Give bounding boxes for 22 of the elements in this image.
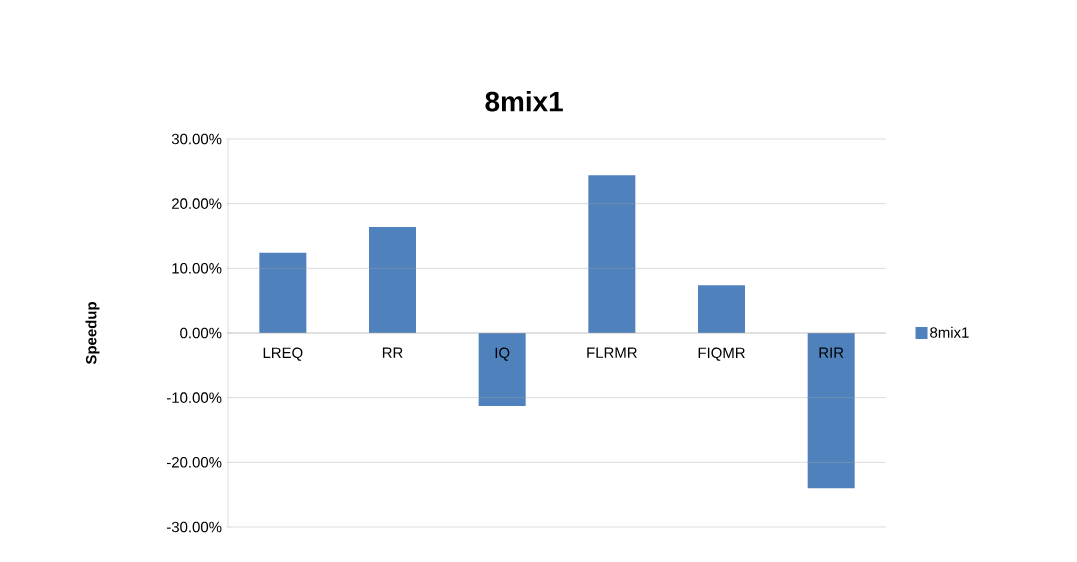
x-tick-label: RR [382,347,403,358]
chart-title: 8mix1 [485,91,563,112]
y-tick-label: -20.00% [166,457,222,468]
x-tick-label: IQ [495,347,510,361]
legend-label: 8mix1 [930,326,969,338]
x-tick-label: LREQ [263,347,303,361]
bar [807,333,855,489]
bar [588,175,636,333]
y-tick-label: 10.00% [172,263,222,274]
bar [259,252,307,333]
y-axis-title: Speedup [85,302,100,365]
y-tick-label: -10.00% [166,392,222,403]
x-tick-label: FLRMR [587,347,637,358]
bar [698,285,745,333]
y-tick-label: 0.00% [180,327,222,339]
bar [369,226,416,333]
x-tick-label: RIR [819,347,844,358]
bar [478,333,526,407]
x-tick-label: FIQMR [698,347,745,361]
y-tick-label: 30.00% [171,133,222,145]
y-tick-label: 20.00% [172,198,222,209]
y-tick-label: -30.00% [166,521,222,533]
